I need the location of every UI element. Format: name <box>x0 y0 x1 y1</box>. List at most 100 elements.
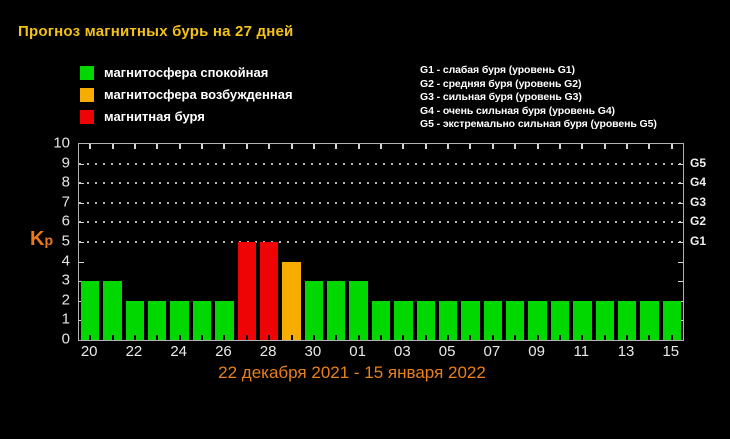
x-axis-label-01: 01 <box>349 343 366 360</box>
bottom-axis-tick <box>133 335 136 340</box>
x-axis-label-15: 15 <box>662 343 680 360</box>
top-axis-tick <box>201 144 204 149</box>
top-axis-tick <box>626 144 629 149</box>
right-axis-tick <box>678 242 683 243</box>
y-axis-label-8: 8 <box>61 173 70 191</box>
top-axis-tick <box>514 144 517 149</box>
bottom-axis-tick <box>201 335 204 340</box>
gridline-level-7 <box>79 201 683 204</box>
bottom-axis-tick <box>156 335 159 340</box>
x-axis-label-26: 26 <box>215 343 232 360</box>
bar-day-09 <box>528 300 547 340</box>
bottom-axis-tick <box>469 335 472 340</box>
bar-day-14 <box>640 300 659 340</box>
top-axis-tick <box>447 144 450 149</box>
gridline-level-5 <box>79 241 683 243</box>
bar-day-12 <box>595 300 614 340</box>
y-axis-label-4: 4 <box>61 252 70 270</box>
bar-day-15 <box>662 300 681 340</box>
bottom-axis-tick <box>223 335 226 340</box>
gridline-level-6 <box>79 221 683 224</box>
storm-levels-legend: G1 - слабая буря (уровень G1) G2 - средн… <box>420 64 657 132</box>
bottom-axis-tick <box>581 335 584 340</box>
bar-day-22 <box>125 300 145 340</box>
excited-color-swatch <box>80 88 94 102</box>
top-axis-tick <box>648 144 651 149</box>
x-axis-label-11: 11 <box>573 343 590 360</box>
x-axis: 20 22 24 26 28 30 01 03 05 07 09 11 13 15 <box>78 343 682 361</box>
top-axis-tick <box>223 144 226 149</box>
right-axis-label-g4: G4 <box>690 175 707 190</box>
top-axis-tick <box>581 144 584 149</box>
gridline-level-9 <box>79 162 683 165</box>
right-axis-tick <box>678 183 683 185</box>
left-axis-tick <box>79 242 84 243</box>
bar-day-28 <box>259 242 279 340</box>
bar-day-20 <box>81 281 100 340</box>
storm-color-swatch <box>80 110 94 124</box>
top-axis-tick <box>178 144 181 149</box>
legend-item-quiet: магнитосфера спокойная <box>80 66 293 80</box>
top-axis-tick <box>357 144 360 149</box>
g1-description: G1 - слабая буря (уровень G1) <box>420 64 575 76</box>
left-axis-tick <box>79 163 84 165</box>
top-axis-tick <box>111 144 114 149</box>
bottom-axis-tick <box>648 335 651 340</box>
bar-day-05 <box>438 300 458 340</box>
legend-item-label: магнитосфера возбужденная <box>104 87 293 102</box>
bar-day-26 <box>215 300 234 340</box>
bar-day-03 <box>394 300 413 340</box>
y-axis-label-3: 3 <box>61 271 70 289</box>
right-axis-tick <box>678 202 683 204</box>
bottom-axis-tick <box>491 335 494 340</box>
y-axis-label-0: 0 <box>61 330 70 348</box>
bar-day-02 <box>371 300 391 340</box>
bar-day-25 <box>192 300 212 340</box>
top-axis-tick <box>558 144 561 149</box>
bar-day-01 <box>349 281 368 340</box>
legend-item-label: магнитная буря <box>104 109 205 124</box>
g5-description: G5 - экстремально сильная буря (уровень … <box>420 118 657 130</box>
top-axis-tick <box>335 144 338 149</box>
bottom-axis-tick <box>402 335 405 340</box>
x-axis-label-07: 07 <box>483 343 501 360</box>
top-axis-tick <box>491 144 494 149</box>
x-axis-label-28: 28 <box>259 343 277 360</box>
bottom-axis-tick <box>558 335 561 340</box>
bottom-axis-tick <box>335 335 338 340</box>
right-axis-tick <box>678 222 683 224</box>
page-title: Прогноз магнитных бурь на 27 дней <box>18 23 294 40</box>
quiet-color-swatch <box>80 66 94 80</box>
right-axis-label-g5: G5 <box>690 155 707 170</box>
left-axis-tick <box>79 222 84 224</box>
y-axis-label-9: 9 <box>61 154 70 172</box>
x-axis-label-30: 30 <box>304 343 322 360</box>
x-axis-label-05: 05 <box>438 343 456 360</box>
top-axis-tick <box>603 144 606 149</box>
top-axis-tick <box>268 144 271 149</box>
top-axis-tick <box>402 144 405 149</box>
bottom-axis-tick <box>514 335 517 340</box>
bottom-axis-tick <box>603 335 606 340</box>
bottom-axis-tick <box>89 335 92 340</box>
x-axis-label-09: 09 <box>528 343 545 360</box>
bar-day-11 <box>573 300 592 340</box>
y-axis: 0 1 2 3 4 5 6 7 8 9 10 <box>0 135 72 348</box>
left-axis-tick <box>79 183 84 185</box>
bar-day-29 <box>282 261 301 340</box>
y-axis-label-2: 2 <box>61 291 70 309</box>
right-axis-tick <box>678 261 683 263</box>
top-axis-tick <box>156 144 159 149</box>
g4-description: G4 - очень сильная буря (уровень G4) <box>420 104 615 117</box>
y-axis-label-1: 1 <box>61 310 70 328</box>
top-axis-tick <box>312 144 315 149</box>
bar-day-08 <box>506 300 525 340</box>
g2-description: G2 - средняя буря (уровень G2) <box>420 77 582 90</box>
right-axis-label-g2: G2 <box>690 214 707 229</box>
bottom-axis-tick <box>357 335 360 340</box>
y-axis-label-5: 5 <box>61 232 70 250</box>
bottom-axis-tick <box>424 335 427 340</box>
top-axis-tick <box>536 144 539 149</box>
right-axis-tick <box>678 281 683 283</box>
gridline-level-8 <box>79 182 683 185</box>
